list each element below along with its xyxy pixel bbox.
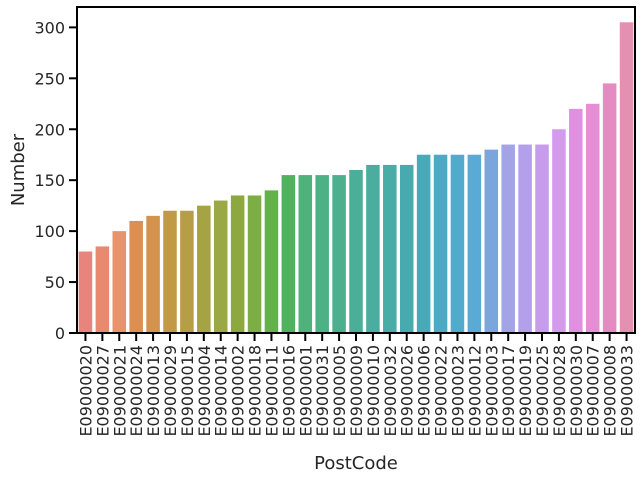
x-tick-label: E09000012 [465,345,484,437]
x-tick-label: E09000029 [161,345,180,437]
bar-E09000017 [501,144,515,333]
x-axis: E09000020E09000027E09000021E09000024E090… [76,333,637,437]
x-tick-label: E09000022 [432,345,451,437]
x-tick-label: E09000011 [262,345,281,437]
bar-E09000020 [78,251,93,333]
bar-E09000026 [399,164,414,333]
bar-E09000013 [146,215,160,333]
bar-E09000007 [585,103,600,333]
bar-E09000022 [433,154,448,333]
x-tick-label: E09000013 [144,345,163,437]
x-tick-label: E09000018 [246,345,265,437]
x-tick-label: E09000017 [499,345,518,437]
bar-E09000019 [518,144,532,333]
bar-E09000024 [129,220,143,333]
bar-E09000015 [180,210,194,333]
bar-E09000011 [264,190,279,334]
y-tick-label: 250 [34,69,65,88]
x-tick-label: E09000023 [448,345,467,437]
y-tick-label: 100 [34,222,65,241]
bar-E09000021 [112,231,127,334]
x-tick-label: E09000001 [296,345,315,437]
bar-E09000016 [281,175,296,333]
x-tick-label: E09000028 [550,345,569,437]
bar-E09000032 [383,164,397,333]
bar-E09000002 [230,195,245,333]
bar-E09000023 [450,154,465,333]
bar-E09000031 [315,175,329,333]
x-tick-label: E09000021 [110,345,129,437]
x-tick-label: E09000033 [618,345,637,437]
x-tick-label: E09000014 [212,345,231,437]
x-tick-label: E09000015 [178,345,197,437]
x-tick-label: E09000006 [415,345,434,437]
x-tick-label: E09000025 [533,345,552,437]
bars-group [78,22,634,334]
bar-E09000025 [535,144,549,333]
x-tick-label: E09000031 [313,345,332,437]
y-tick-label: 0 [55,324,65,343]
y-tick-label: 150 [34,171,65,190]
bar-E09000003 [484,149,499,334]
y-tick-label: 200 [34,120,65,139]
bar-E09000018 [247,195,262,333]
x-tick-label: E09000019 [516,345,535,437]
x-tick-label: E09000020 [76,345,95,437]
x-tick-label: E09000032 [381,345,400,437]
x-tick-label: E09000007 [584,345,603,437]
bar-E09000014 [213,200,228,333]
x-tick-label: E09000010 [364,345,383,437]
x-tick-label: E09000008 [601,345,620,437]
bar-E09000030 [569,108,583,334]
bar-E09000006 [416,154,431,333]
y-axis-title: Number [8,133,29,206]
bar-E09000004 [197,205,211,333]
bar-E09000008 [602,83,617,333]
bar-E09000012 [467,154,482,333]
x-tick-label: E09000027 [93,345,112,437]
bar-E09000029 [163,210,177,333]
bar-E09000027 [95,246,110,333]
x-tick-label: E09000026 [398,345,417,437]
x-tick-label: E09000030 [567,345,586,437]
bar-E09000009 [349,170,363,333]
x-tick-label: E09000004 [195,345,214,437]
x-tick-label: E09000016 [279,345,298,437]
x-tick-label: E09000009 [347,345,366,437]
x-tick-label: E09000002 [229,345,248,437]
x-tick-label: E09000003 [482,345,501,437]
y-tick-label: 50 [45,273,65,292]
bar-E09000010 [366,164,380,333]
bar-E09000028 [552,129,566,333]
y-tick-label: 300 [34,18,65,37]
x-tick-label: E09000005 [330,345,349,437]
x-tick-label: E09000024 [127,345,146,437]
x-axis-title: PostCode [314,453,398,474]
y-axis: 0 50 100 150 200 250 300 [34,18,77,343]
bar-E09000001 [298,175,313,333]
bar-E09000005 [332,175,346,333]
bar-E09000033 [619,22,634,334]
